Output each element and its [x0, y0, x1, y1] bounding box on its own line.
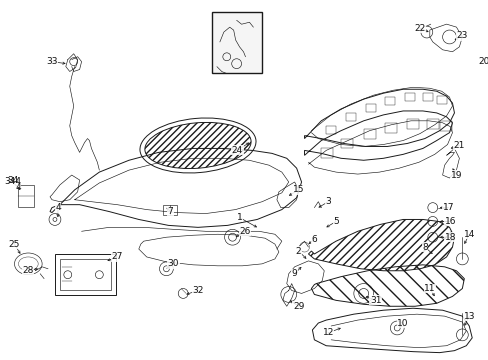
- Text: 9: 9: [291, 269, 297, 278]
- Text: 21: 21: [453, 141, 464, 150]
- Text: 8: 8: [421, 243, 427, 252]
- Bar: [211, 12, 262, 73]
- Text: 31: 31: [369, 296, 381, 305]
- Text: 14: 14: [463, 230, 474, 239]
- Text: 8: 8: [421, 243, 427, 252]
- Bar: [407, 119, 418, 129]
- Text: 33: 33: [46, 57, 58, 66]
- Text: 19: 19: [450, 171, 461, 180]
- Text: 31: 31: [369, 296, 381, 305]
- Text: 32: 32: [192, 286, 203, 295]
- Text: 22: 22: [413, 24, 425, 33]
- Text: 15: 15: [292, 185, 304, 194]
- Text: 30: 30: [167, 259, 179, 268]
- Bar: [163, 205, 177, 215]
- Bar: [345, 113, 355, 121]
- Bar: [321, 148, 332, 158]
- Text: 13: 13: [463, 312, 474, 321]
- Text: 344: 344: [4, 177, 21, 186]
- Text: 7: 7: [167, 207, 173, 216]
- Text: 29: 29: [292, 302, 304, 311]
- Text: 14: 14: [463, 230, 474, 239]
- Text: 20: 20: [477, 57, 488, 66]
- Text: 26: 26: [239, 227, 250, 236]
- Text: 20: 20: [477, 57, 488, 66]
- Text: 5: 5: [332, 217, 338, 226]
- Text: 16: 16: [444, 217, 455, 226]
- Text: 11: 11: [423, 284, 435, 293]
- Text: 12: 12: [322, 328, 333, 337]
- Text: 27: 27: [111, 252, 122, 261]
- Text: 16: 16: [444, 217, 455, 226]
- Text: 32: 32: [192, 286, 203, 295]
- Text: 34: 34: [7, 176, 18, 185]
- Text: 23: 23: [456, 31, 467, 40]
- Bar: [405, 93, 414, 101]
- Text: 12: 12: [322, 328, 333, 337]
- Text: 23: 23: [456, 31, 467, 40]
- Text: 13: 13: [463, 312, 474, 321]
- Bar: [19, 185, 34, 207]
- Text: 28: 28: [22, 266, 34, 275]
- Text: 2: 2: [295, 247, 301, 256]
- Text: 9: 9: [291, 269, 297, 278]
- Bar: [325, 126, 335, 134]
- Text: 22: 22: [413, 24, 425, 33]
- Text: 10: 10: [397, 319, 408, 328]
- Text: 3: 3: [325, 197, 330, 206]
- Text: 3: 3: [325, 197, 330, 206]
- Bar: [436, 96, 446, 104]
- Text: 18: 18: [444, 233, 455, 242]
- Text: 33: 33: [46, 57, 58, 66]
- Text: 15: 15: [292, 185, 304, 194]
- Text: 4: 4: [55, 203, 61, 212]
- Text: 25: 25: [9, 240, 20, 249]
- Text: 11: 11: [423, 284, 435, 293]
- Text: 6: 6: [311, 235, 317, 244]
- Text: 24: 24: [231, 146, 243, 155]
- Text: 29: 29: [292, 302, 304, 311]
- Text: 25: 25: [9, 240, 20, 249]
- Text: 6: 6: [311, 235, 317, 244]
- Text: 17: 17: [442, 203, 453, 212]
- Bar: [439, 121, 450, 131]
- Text: 19: 19: [450, 171, 461, 180]
- Bar: [365, 104, 375, 112]
- Text: 17: 17: [442, 203, 453, 212]
- Bar: [385, 97, 394, 105]
- Text: 26: 26: [239, 227, 250, 236]
- Text: 24: 24: [231, 146, 243, 155]
- Bar: [363, 129, 375, 139]
- Text: 21: 21: [453, 141, 464, 150]
- Text: 18: 18: [444, 233, 455, 242]
- Text: 28: 28: [22, 266, 34, 275]
- Bar: [385, 123, 396, 132]
- Text: 4: 4: [55, 203, 61, 212]
- Bar: [340, 139, 352, 148]
- Text: 1: 1: [236, 213, 242, 222]
- Text: 10: 10: [397, 319, 408, 328]
- Text: 27: 27: [111, 252, 122, 261]
- Bar: [422, 93, 432, 101]
- Bar: [60, 259, 111, 291]
- Text: 344: 344: [4, 177, 21, 186]
- Text: 7: 7: [167, 207, 173, 216]
- Text: 2: 2: [295, 247, 301, 256]
- Text: 5: 5: [332, 217, 338, 226]
- Bar: [55, 254, 116, 296]
- Text: 1: 1: [236, 213, 242, 222]
- Text: 4: 4: [16, 183, 21, 192]
- Text: 30: 30: [167, 259, 179, 268]
- Bar: [426, 119, 438, 129]
